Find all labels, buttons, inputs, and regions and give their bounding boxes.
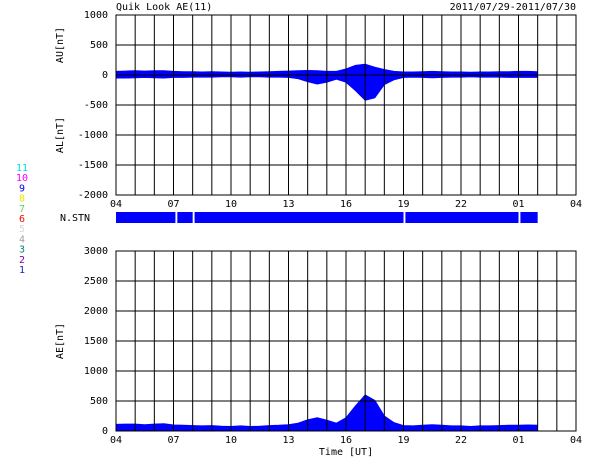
station-bar xyxy=(520,212,538,223)
y-axis-label: AU[nT] xyxy=(55,27,66,63)
x-tick-label: 04 xyxy=(110,199,122,210)
x-tick-label: 01 xyxy=(512,435,524,446)
y-tick-label: 500 xyxy=(90,396,108,407)
y-tick-label: -500 xyxy=(84,100,108,111)
y-tick-label: -1500 xyxy=(78,160,108,171)
y-tick-label: -1000 xyxy=(78,130,108,141)
legend-label: 2 xyxy=(19,255,25,266)
station-bar xyxy=(177,212,193,223)
x-tick-label: 16 xyxy=(340,435,352,446)
y-tick-label: 1000 xyxy=(84,366,108,377)
x-tick-label: 10 xyxy=(225,435,237,446)
y-tick-label: 0 xyxy=(102,426,108,437)
station-label: N.STN xyxy=(60,213,90,224)
x-tick-label: 10 xyxy=(225,199,237,210)
legend-label: 4 xyxy=(19,234,25,245)
y-tick-label: 2000 xyxy=(84,306,108,317)
date-range: 2011/07/29-2011/07/30 xyxy=(450,2,576,13)
legend-label: 7 xyxy=(19,204,25,215)
x-tick-label: 01 xyxy=(512,199,524,210)
y-tick-label: 2500 xyxy=(84,276,108,287)
y-tick-label: 3000 xyxy=(84,246,108,257)
legend-label: 9 xyxy=(19,183,25,194)
x-axis-label: Time [UT] xyxy=(319,447,373,458)
x-tick-label: 07 xyxy=(167,435,179,446)
plot-frame xyxy=(115,250,577,432)
y-axis-label: AL[nT] xyxy=(55,117,66,153)
x-tick-label: 04 xyxy=(110,435,122,446)
legend-label: 11 xyxy=(16,163,28,174)
legend-label: 3 xyxy=(19,245,25,256)
station-bar xyxy=(116,212,176,223)
legend-label: 8 xyxy=(19,194,25,205)
legend-label: 10 xyxy=(16,173,28,184)
x-tick-label: 04 xyxy=(570,435,582,446)
x-tick-label: 04 xyxy=(570,199,582,210)
legend-label: 5 xyxy=(19,224,25,235)
station-bar xyxy=(194,212,404,223)
y-tick-label: 1500 xyxy=(84,336,108,347)
x-tick-label: 13 xyxy=(282,435,294,446)
x-tick-label: 22 xyxy=(455,199,467,210)
legend-label: 6 xyxy=(19,214,25,225)
x-tick-label: 13 xyxy=(282,199,294,210)
x-tick-label: 16 xyxy=(340,199,352,210)
plot-frame xyxy=(115,14,577,196)
x-tick-label: 07 xyxy=(167,199,179,210)
x-tick-label: 22 xyxy=(455,435,467,446)
y-tick-label: 500 xyxy=(90,40,108,51)
y-tick-label: -2000 xyxy=(78,190,108,201)
y-axis-label: AE[nT] xyxy=(55,323,66,359)
y-tick-label: 1000 xyxy=(84,10,108,21)
chart-title: Quik Look AE(11) xyxy=(116,2,212,13)
x-tick-label: 19 xyxy=(397,199,409,210)
x-tick-label: 19 xyxy=(397,435,409,446)
legend-label: 1 xyxy=(19,265,25,276)
y-tick-label: 0 xyxy=(102,70,108,81)
station-bar xyxy=(405,212,519,223)
